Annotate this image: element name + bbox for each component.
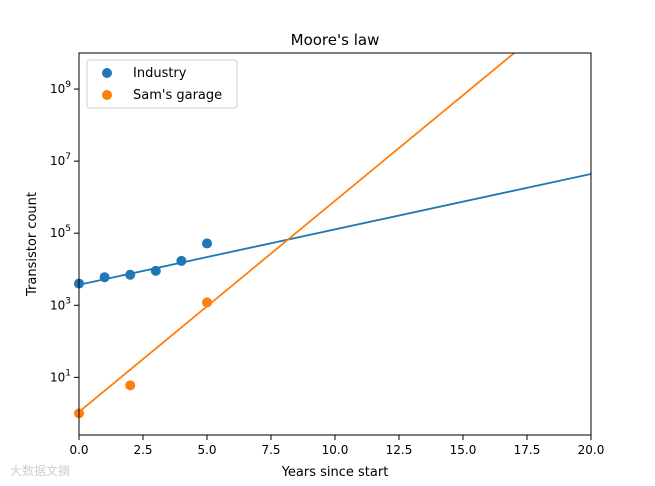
- x-tick-label: 17.5: [514, 443, 541, 457]
- data-point-0-3: [150, 265, 161, 276]
- x-tick-label: 5.0: [197, 443, 216, 457]
- x-axis-ticks: 0.0 2.5 5.0 7.5 10.0 12.5 15.0 17.5 20.0: [69, 435, 604, 457]
- data-point-0-5: [202, 238, 212, 249]
- x-tick-label: 2.5: [133, 443, 152, 457]
- fit-line-1: [79, 53, 515, 413]
- legend-label-sams-garage: Sam's garage: [133, 88, 222, 103]
- fit-line-0: [79, 173, 591, 286]
- legend-label-industry: Industry: [133, 66, 187, 81]
- data-point-1-1: [125, 380, 136, 391]
- watermark-text: 大数据文摘: [10, 464, 71, 478]
- x-tick-label: 0.0: [69, 443, 88, 457]
- data-point-1-2: [202, 297, 212, 308]
- x-axis-label: Years since start: [281, 465, 389, 480]
- x-tick-label: 20.0: [578, 443, 605, 457]
- data-points: [74, 238, 212, 419]
- legend: Industry Sam's garage: [86, 59, 238, 109]
- x-tick-label: 10.0: [322, 443, 349, 457]
- x-tick-label: 15.0: [450, 443, 477, 457]
- x-tick-label: 12.5: [386, 443, 413, 457]
- x-tick-label: 7.5: [261, 443, 280, 457]
- y-tick-label: 107: [50, 152, 71, 168]
- fit-lines: [79, 53, 591, 413]
- plot-frame: [78, 52, 592, 436]
- y-tick-label: 101: [50, 368, 71, 384]
- data-point-0-4: [176, 255, 187, 266]
- legend-marker-sams-garage: [102, 90, 112, 100]
- y-tick-label: 105: [50, 224, 71, 240]
- y-tick-label: 109: [50, 80, 71, 96]
- legend-marker-industry: [102, 68, 112, 78]
- y-tick-label: 103: [50, 296, 71, 312]
- legend-box: [86, 59, 238, 109]
- data-point-0-1: [99, 272, 110, 283]
- y-axis-ticks: 101 103 105 107 109: [50, 80, 79, 384]
- chart-title: Moore's law: [291, 31, 380, 49]
- y-axis-label: Transistor count: [25, 192, 40, 297]
- data-point-0-2: [125, 269, 136, 280]
